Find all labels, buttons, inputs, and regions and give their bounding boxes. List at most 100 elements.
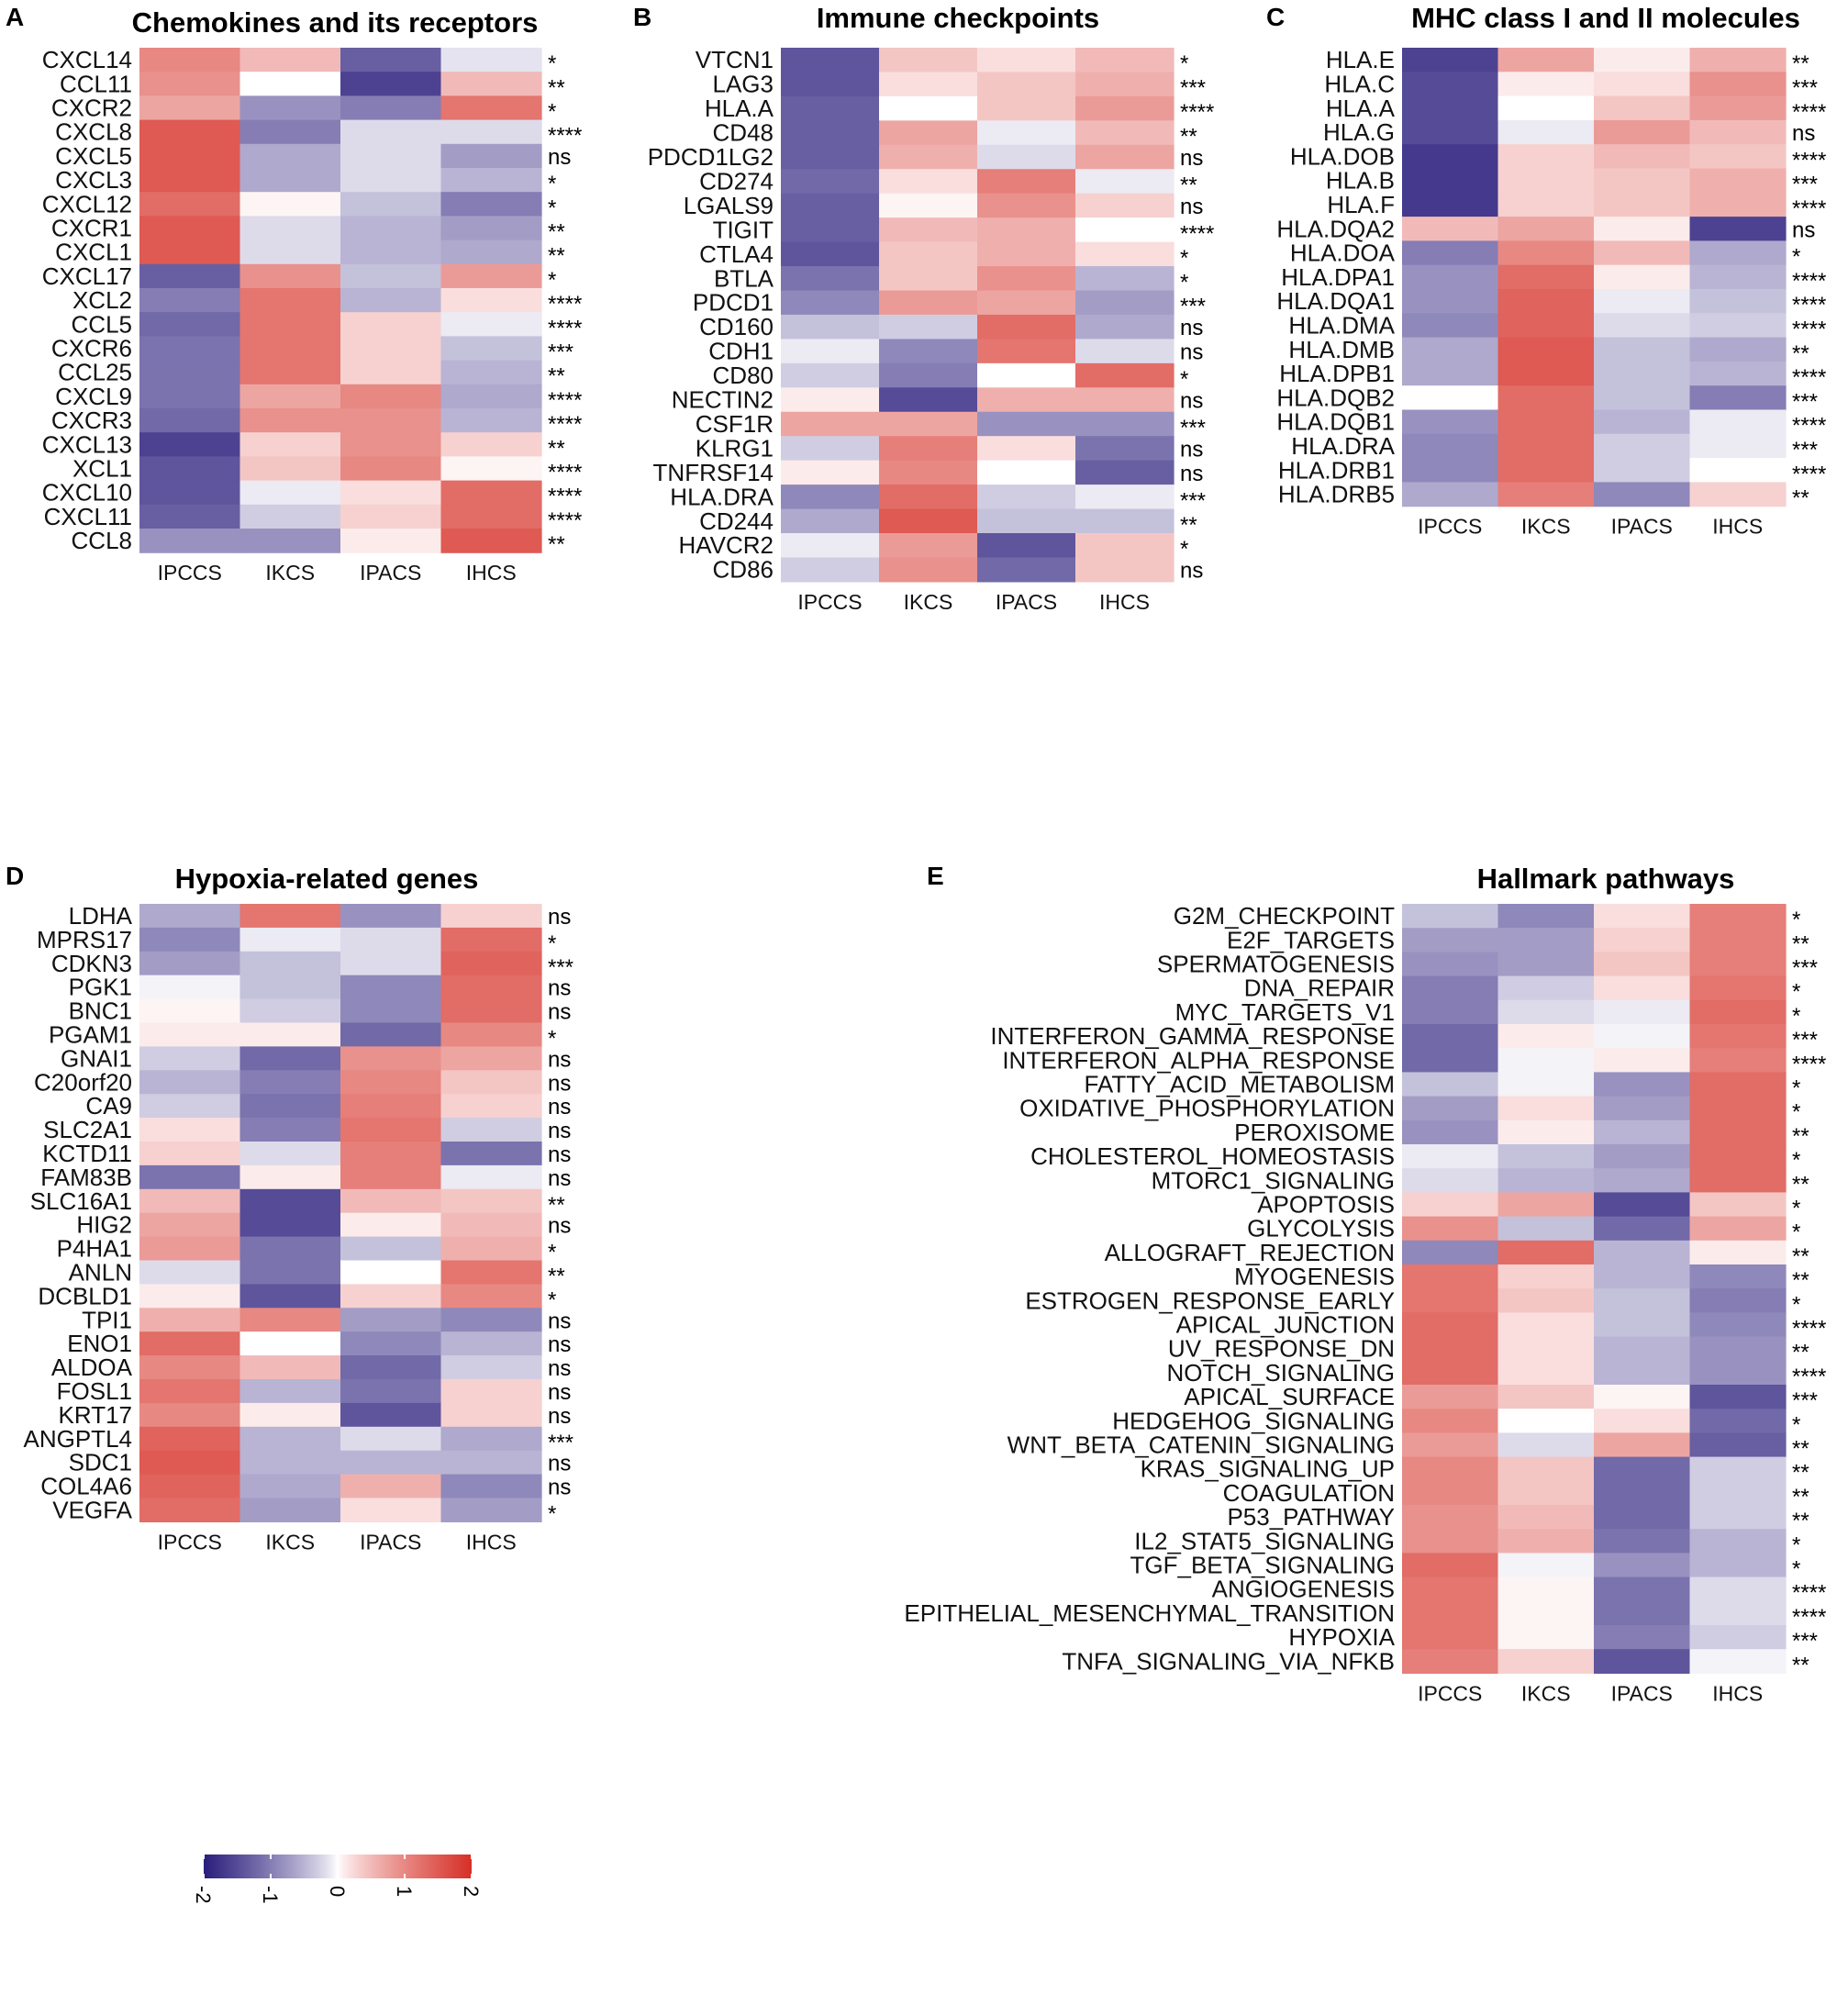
- heatmap-cell: [1689, 1264, 1787, 1289]
- significance-label: *: [1792, 1148, 1800, 1173]
- heatmap-cell: [340, 1260, 442, 1285]
- row-label: E2F_TARGETS: [1227, 926, 1395, 953]
- heatmap-cell: [340, 1022, 442, 1047]
- significance-label: **: [1792, 1485, 1809, 1509]
- significance-label: ***: [548, 1431, 573, 1455]
- significance-label: ****: [1792, 293, 1826, 317]
- heatmap-cell: [1689, 1096, 1787, 1121]
- heatmap-cell: [1689, 1505, 1787, 1530]
- row-label: CXCL14: [42, 46, 132, 73]
- significance-label: **: [1792, 1172, 1809, 1197]
- significance-label: ****: [548, 316, 582, 340]
- row-label: CXCL10: [42, 479, 132, 507]
- heatmap-cell: [977, 436, 1076, 462]
- heatmap-cell: [340, 1118, 442, 1142]
- row-label: CCL8: [72, 527, 132, 554]
- heatmap-cell: [1594, 1385, 1691, 1409]
- heatmap-cell: [139, 975, 241, 1000]
- heatmap-cell: [1594, 337, 1691, 362]
- significance-label: **: [1792, 1244, 1809, 1269]
- heatmap-cell: [977, 339, 1076, 364]
- significance-label: ***: [548, 955, 573, 980]
- significance-label: ns: [548, 1214, 571, 1239]
- significance-label: ****: [1792, 414, 1826, 439]
- row-label: HLA.A: [705, 95, 774, 122]
- heatmap-cell: [239, 95, 341, 121]
- significance-label: **: [548, 220, 565, 245]
- heatmap-cell: [1497, 1360, 1595, 1386]
- heatmap-cell: [1497, 337, 1595, 362]
- panel-e-letter: E: [927, 862, 944, 890]
- row-label: LAG3: [713, 71, 774, 98]
- row-label: CCL11: [60, 70, 132, 97]
- heatmap-cell: [440, 1474, 542, 1499]
- row-label: ANLN: [69, 1258, 132, 1286]
- row-label: CHOLESTEROL_HOMEOSTASIS: [1030, 1142, 1395, 1170]
- heatmap-cell: [1497, 1553, 1595, 1578]
- significance-label: *: [1180, 537, 1188, 562]
- significance-label: *: [1180, 270, 1188, 295]
- heatmap-cell: [239, 1212, 341, 1238]
- heatmap-cell: [139, 1046, 241, 1071]
- heatmap-cell: [1402, 904, 1499, 929]
- row-label: PGK1: [69, 974, 132, 1001]
- heatmap-cell: [340, 432, 442, 457]
- row-label: APICAL_JUNCTION: [1176, 1311, 1395, 1339]
- heatmap-cell: [139, 143, 241, 169]
- heatmap-cell: [340, 529, 442, 553]
- column-label: IKCS: [904, 590, 953, 614]
- heatmap-cell: [239, 336, 341, 362]
- heatmap-cell: [139, 1426, 241, 1452]
- heatmap-cell: [879, 266, 978, 292]
- heatmap-cell: [340, 480, 442, 506]
- heatmap-cell: [879, 411, 978, 437]
- heatmap-cell: [1402, 72, 1499, 97]
- heatmap-cell: [440, 1355, 542, 1380]
- heatmap-cell: [1402, 1048, 1499, 1073]
- heatmap-cell: [239, 1164, 341, 1190]
- heatmap-cell: [1075, 290, 1174, 316]
- heatmap-cell: [1497, 1096, 1595, 1121]
- significance-label: ns: [548, 1071, 571, 1096]
- heatmap-cell: [1689, 361, 1787, 386]
- heatmap-cell: [139, 95, 241, 121]
- row-label: KRAS_SIGNALING_UP: [1141, 1455, 1395, 1483]
- heatmap-cell: [1497, 1649, 1595, 1674]
- heatmap-cell: [1689, 95, 1787, 121]
- heatmap-cell: [440, 1188, 542, 1214]
- heatmap-cell: [239, 1284, 341, 1309]
- significance-label: ***: [1180, 416, 1206, 440]
- heatmap-cell: [139, 504, 241, 529]
- heatmap-cell: [1402, 1264, 1499, 1289]
- heatmap-cell: [1402, 1409, 1499, 1433]
- heatmap-cell: [781, 290, 880, 316]
- heatmap-cell: [879, 48, 978, 73]
- heatmap-cell: [139, 216, 241, 241]
- heatmap-cell: [340, 1188, 442, 1214]
- significance-label: ****: [548, 485, 582, 509]
- row-label: MYC_TARGETS_V1: [1175, 998, 1395, 1026]
- heatmap-cell: [879, 387, 978, 413]
- heatmap-cell: [1497, 1385, 1595, 1409]
- heatmap-cell: [977, 120, 1076, 146]
- heatmap-cell: [879, 217, 978, 243]
- heatmap-cell: [1402, 1456, 1499, 1482]
- heatmap-cell: [1689, 482, 1787, 507]
- heatmap-cell: [1402, 1336, 1499, 1362]
- heatmap-cell: [1402, 1119, 1499, 1145]
- heatmap-cell: [139, 456, 241, 482]
- heatmap-cell: [781, 436, 880, 462]
- column-label: IPACS: [996, 590, 1057, 614]
- significance-label: ****: [1180, 221, 1214, 246]
- heatmap-cell: [977, 314, 1076, 340]
- row-label: SDC1: [69, 1449, 132, 1476]
- heatmap-cell: [1689, 1432, 1787, 1458]
- heatmap-cell: [239, 504, 341, 529]
- heatmap-cell: [879, 557, 978, 583]
- significance-label: *: [548, 195, 556, 220]
- heatmap-cell: [1497, 1119, 1595, 1145]
- heatmap-cell: [1402, 1480, 1499, 1506]
- heatmap-cell: [340, 1284, 442, 1309]
- significance-label: ns: [548, 1309, 571, 1333]
- heatmap-cell: [1594, 72, 1691, 97]
